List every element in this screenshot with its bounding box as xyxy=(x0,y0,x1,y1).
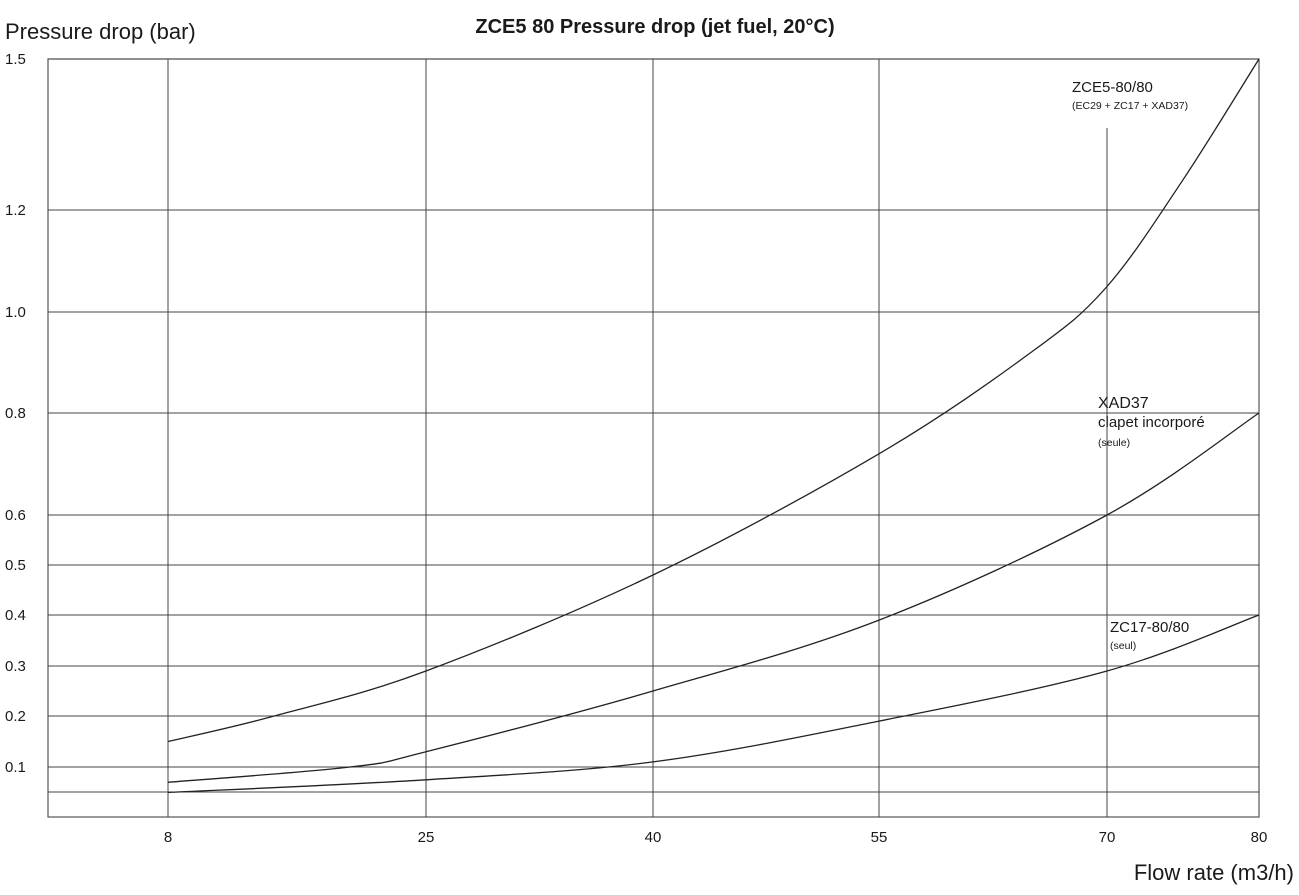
series-sublabel-xad37: clapet incorporé xyxy=(1098,414,1205,431)
y-tick-label: 1.0 xyxy=(5,304,26,321)
x-tick-label: 80 xyxy=(1251,829,1268,846)
y-tick-label: 0.5 xyxy=(5,557,26,574)
series-line-1 xyxy=(167,412,1260,783)
grid-lines xyxy=(48,58,1259,817)
series-label-zce5: ZCE5-80/80 xyxy=(1072,79,1153,96)
series-label-xad37: XAD37 xyxy=(1098,395,1149,412)
x-tick-label: 55 xyxy=(871,829,888,846)
x-tick-label: 25 xyxy=(418,829,435,846)
y-tick-label: 1.5 xyxy=(5,51,26,68)
series-sublabel2-xad37: (seule) xyxy=(1098,437,1130,449)
y-tick-label: 0.2 xyxy=(5,708,26,725)
series-line-0 xyxy=(167,58,1260,743)
series-sublabel-zce5: (EC29 + ZC17 + XAD37) xyxy=(1072,100,1188,112)
y-tick-label: 0.1 xyxy=(5,759,26,776)
x-axis-label: Flow rate (m3/h) xyxy=(1134,860,1294,885)
y-tick-labels: 1.5 1.2 1.0 0.8 0.6 0.5 0.4 0.3 0.2 0.1 xyxy=(5,51,26,776)
y-tick-label: 0.3 xyxy=(5,658,26,675)
series-line-2 xyxy=(167,614,1260,794)
y-tick-label: 0.8 xyxy=(5,405,26,422)
x-tick-labels: 8 25 40 55 70 80 xyxy=(164,829,1268,846)
y-axis-label: Pressure drop (bar) xyxy=(5,19,196,44)
x-tick-label: 8 xyxy=(164,829,172,846)
series-curves xyxy=(167,58,1260,794)
series-sublabel-zc17: (seul) xyxy=(1110,640,1136,652)
y-tick-label: 0.6 xyxy=(5,507,26,524)
chart-title: ZCE5 80 Pressure drop (jet fuel, 20°C) xyxy=(475,16,834,38)
series-label-zc17: ZC17-80/80 xyxy=(1110,619,1189,636)
x-tick-label: 70 xyxy=(1099,829,1116,846)
y-tick-label: 0.4 xyxy=(5,607,26,624)
x-tick-label: 40 xyxy=(645,829,662,846)
y-tick-label: 1.2 xyxy=(5,202,26,219)
